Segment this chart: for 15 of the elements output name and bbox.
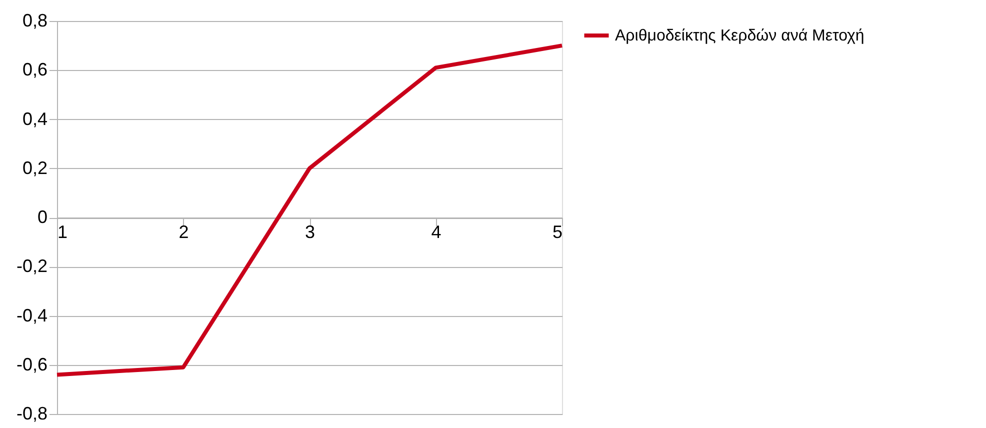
x-tick-label: 2 (178, 222, 189, 242)
y-tick-label: -0,8 (16, 404, 48, 424)
y-tick-label: 0,4 (22, 108, 48, 129)
y-tick-label: 0,8 (22, 10, 48, 30)
y-tick-label: 0 (37, 207, 48, 227)
x-tick-label: 5 (552, 222, 562, 242)
x-tick-label: 3 (304, 222, 316, 242)
y-tick-label: 0,6 (22, 60, 48, 80)
y-tick-label: -0,2 (16, 256, 48, 276)
y-tick-label: -0,6 (16, 354, 48, 374)
x-tick-label: 4 (431, 222, 442, 242)
y-tick-label: -0,4 (16, 305, 48, 326)
legend-label: Αριθμοδείκτης Κερδών ανά Μετοχή (615, 28, 864, 44)
y-tick-label: 0,2 (22, 158, 48, 178)
x-tick-label: 1 (58, 222, 68, 242)
